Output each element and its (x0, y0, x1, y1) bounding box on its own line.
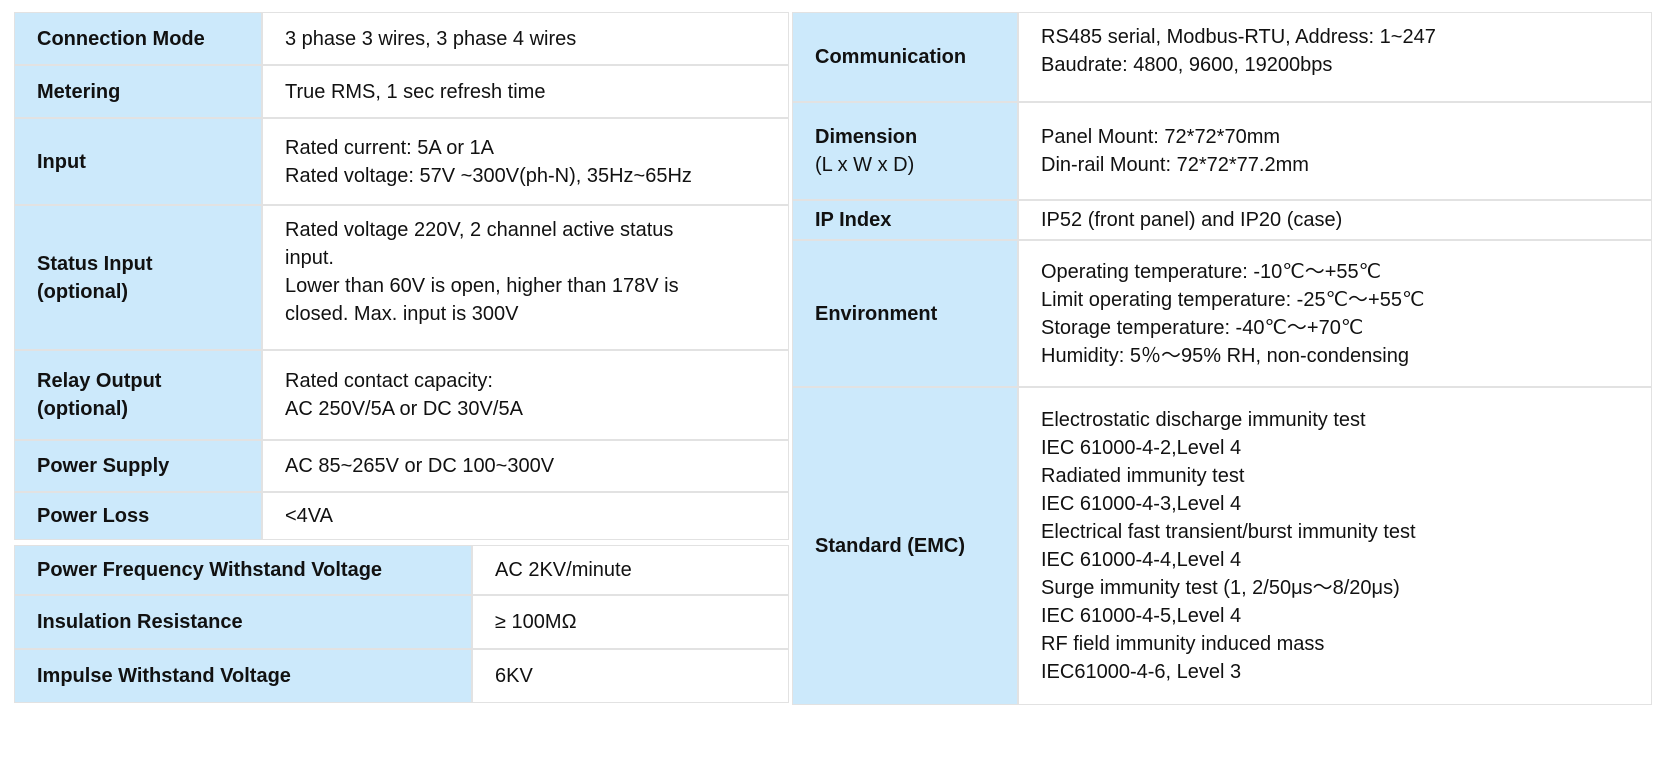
value-line: Humidity: 5％～95% RH, non-condensing (1041, 344, 1409, 367)
spec-label: Power Loss (14, 492, 262, 540)
value-line: Electrical fast transient/burst immunity… (1041, 521, 1416, 543)
value-line: 6KV (495, 665, 533, 687)
value-line: closed. Max. input is 300V (285, 303, 519, 325)
label-text: Status Input (37, 252, 153, 275)
label-text: Power Supply (37, 455, 170, 477)
value-line: AC 2KV/minute (495, 559, 632, 581)
label-subtext: (optional) (37, 398, 129, 420)
spec-label: Environment (792, 240, 1018, 387)
spec-value: RS485 serial, Modbus-RTU, Address: 1~247… (1018, 12, 1652, 102)
label-text: Power Frequency Withstand Voltage (37, 559, 383, 581)
spec-label: Connection Mode (14, 12, 262, 65)
value-line: Panel Mount: 72*72*70mm (1041, 126, 1281, 148)
value-line: <4VA (285, 505, 333, 527)
label-text: IP Index (815, 209, 892, 231)
value-line: Operating temperature: -10℃～+55℃ (1041, 260, 1382, 283)
value-line: Radiated immunity test (1041, 465, 1245, 487)
value-line: AC 85~265V or DC 100~300V (285, 455, 555, 477)
value-line: Rated voltage: 57V ~300V(ph-N), 35Hz~65H… (285, 164, 692, 187)
value-line: Limit operating temperature: -25℃～+55℃ (1041, 288, 1425, 311)
value-line: RS485 serial, Modbus-RTU, Address: 1~247 (1041, 26, 1436, 48)
spec-value: Panel Mount: 72*72*70mm Din-rail Mount: 7… (1018, 102, 1652, 200)
spec-label: Communication (792, 12, 1018, 102)
value-line: input. (285, 247, 334, 269)
value-line: RF field immunity induced mass (1041, 633, 1325, 655)
value-line: Surge immunity test (1, 2/50μs～8/20μs) (1041, 577, 1400, 599)
spec-label: Metering (14, 65, 262, 118)
spec-value: Rated contact capacity: AC 250V/5A or DC … (262, 350, 789, 440)
label-text: Relay Output (37, 370, 162, 392)
value-line: Electrostatic discharge immunity test (1041, 409, 1366, 431)
value-line: Baudrate: 4800, 9600, 19200bps (1041, 54, 1333, 76)
value-line: Din-rail Mount: 72*72*77.2mm (1041, 154, 1309, 176)
spec-label: IP Index (792, 200, 1018, 240)
label-text: Standard (EMC) (815, 535, 965, 557)
spec-label: Impulse Withstand Voltage (14, 649, 472, 703)
value-line: Rated current: 5A or 1A (285, 136, 495, 159)
spec-label: Power Supply (14, 440, 262, 492)
value-line: IEC 61000-4-4,Level 4 (1041, 549, 1242, 571)
label-text: Dimension (815, 126, 918, 148)
label-text: Input (37, 150, 86, 173)
value-line: IEC 61000-4-3,Level 4 (1041, 493, 1242, 515)
value-line: Rated contact capacity: (285, 370, 493, 392)
value-line: AC 250V/5A or DC 30V/5A (285, 398, 523, 420)
spec-label: Input (14, 118, 262, 205)
spec-label: Status Input (optional) (14, 205, 262, 350)
value-line: IEC61000-4-6, Level 3 (1041, 661, 1242, 683)
value-line: IP52 (front panel) and IP20 (case) (1041, 209, 1343, 231)
value-line: Storage temperature: -40℃～+70℃ (1041, 316, 1364, 339)
value-line: True RMS, 1 sec refresh time (285, 80, 546, 103)
label-subtext: (optional) (37, 280, 129, 303)
label-text: Metering (37, 80, 121, 103)
value-line: ≥ 100MΩ (495, 611, 577, 633)
spec-value: Electrostatic discharge immunity test IEC… (1018, 387, 1652, 705)
value-line: IEC 61000-4-5,Level 4 (1041, 605, 1242, 627)
value-line: 3 phase 3 wires, 3 phase 4 wires (285, 27, 577, 50)
spec-value: True RMS, 1 sec refresh time (262, 65, 789, 118)
spec-value: <4VA (262, 492, 789, 540)
spec-value: 3 phase 3 wires, 3 phase 4 wires (262, 12, 789, 65)
label-text: Environment (815, 302, 938, 325)
label-subtext: (L x W x D) (815, 154, 915, 176)
spec-label: Insulation Resistance (14, 595, 472, 649)
label-text: Insulation Resistance (37, 611, 243, 633)
spec-value: ≥ 100MΩ (472, 595, 789, 649)
spec-value: 6KV (472, 649, 789, 703)
spec-label: Power Frequency Withstand Voltage (14, 545, 472, 595)
label-text: Power Loss (37, 505, 150, 527)
value-line: Lower than 60V is open, higher than 178V… (285, 275, 679, 297)
label-text: Connection Mode (37, 27, 205, 50)
label-text: Communication (815, 46, 967, 68)
spec-value: Rated voltage 220V, 2 channel active sta… (262, 205, 789, 350)
spec-label: Standard (EMC) (792, 387, 1018, 705)
value-line: IEC 61000-4-2,Level 4 (1041, 437, 1242, 459)
value-line: Rated voltage 220V, 2 channel active sta… (285, 219, 674, 241)
label-text: Impulse Withstand Voltage (37, 665, 291, 687)
spec-value: Rated current: 5A or 1A Rated voltage: 57… (262, 118, 789, 205)
spec-value: AC 2KV/minute (472, 545, 789, 595)
spec-value: AC 85~265V or DC 100~300V (262, 440, 789, 492)
spec-label: Dimension (L x W x D) (792, 102, 1018, 200)
spec-label: Relay Output (optional) (14, 350, 262, 440)
spec-value: Operating temperature: -10℃～+55℃ Limit op… (1018, 240, 1652, 387)
spec-value: IP52 (front panel) and IP20 (case) (1018, 200, 1652, 240)
